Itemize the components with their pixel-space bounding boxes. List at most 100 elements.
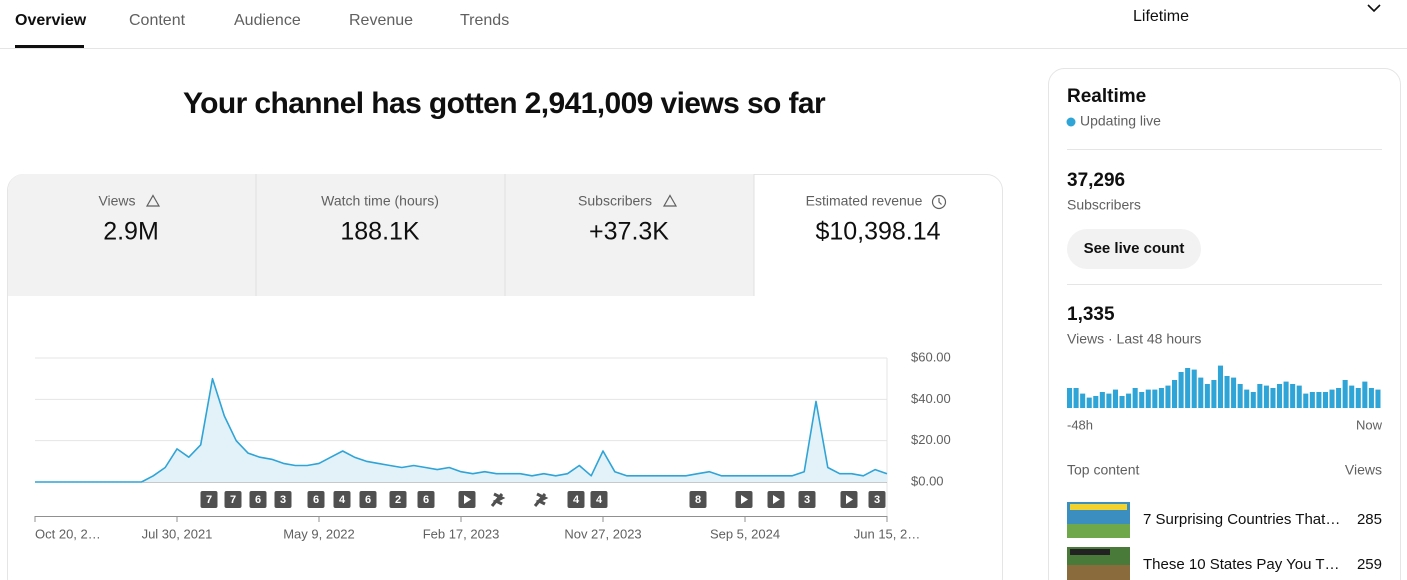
- metric-value[interactable]: 188.1K: [340, 218, 420, 246]
- upload-icons: [458, 491, 858, 508]
- bar: [1349, 385, 1355, 408]
- bar: [1080, 393, 1086, 408]
- content-views: 259: [1357, 556, 1382, 573]
- metric-value[interactable]: +37.3K: [589, 218, 669, 246]
- thumbnail-land: [1067, 524, 1130, 538]
- bar: [1198, 377, 1204, 408]
- bar: [1329, 389, 1335, 408]
- metric-label[interactable]: Watch time (hours): [321, 193, 439, 209]
- bar: [1316, 392, 1322, 408]
- y-tick-label: $40.00: [911, 391, 951, 406]
- bar: [1086, 397, 1092, 408]
- bar: [1132, 388, 1138, 408]
- bar: [1342, 380, 1348, 408]
- nav-tab[interactable]: Revenue: [349, 12, 413, 29]
- clock-icon: [931, 194, 947, 210]
- active-tab-underline: [15, 45, 84, 48]
- video-marker[interactable]: [274, 491, 292, 508]
- play-icon: [741, 495, 748, 504]
- video-marker-label: 6: [313, 494, 319, 506]
- video-marker-label: 6: [255, 494, 261, 506]
- video-marker[interactable]: [389, 491, 407, 508]
- video-marker[interactable]: [417, 491, 435, 508]
- video-marker[interactable]: [224, 491, 242, 508]
- video-marker-label: 3: [804, 494, 810, 506]
- play-icon: [464, 495, 471, 504]
- shorts-icon: [490, 492, 506, 507]
- bar: [1244, 389, 1250, 408]
- play-icon: [846, 495, 853, 504]
- views-count: 1,335: [1067, 304, 1115, 325]
- bar: [1073, 388, 1079, 408]
- video-marker-label: 3: [280, 494, 286, 506]
- x-tick-label: -48h: [1067, 417, 1093, 432]
- line: [35, 377, 888, 483]
- thumbnail-banner: [1070, 549, 1110, 555]
- live-status: Updating live: [1080, 113, 1161, 129]
- x-tick-label: Sep 5, 2024: [710, 526, 780, 541]
- bar: [1106, 393, 1112, 408]
- nav-tab[interactable]: Content: [129, 12, 186, 29]
- video-marker[interactable]: [249, 491, 267, 508]
- metric-value[interactable]: $10,398.14: [815, 218, 940, 246]
- y-tick-label: $20.00: [911, 432, 951, 447]
- subscriber-label: Subscribers: [1067, 197, 1141, 213]
- video-marker[interactable]: [689, 491, 707, 508]
- metric-label[interactable]: Views: [98, 193, 135, 209]
- bar: [1355, 388, 1361, 408]
- dropdown-chevron[interactable]: [1367, 4, 1381, 13]
- bar: [1185, 368, 1191, 408]
- thumbnail[interactable]: [1067, 547, 1130, 580]
- bar: [1296, 385, 1302, 408]
- bar: [1158, 388, 1164, 408]
- y-tick-label: $0.00: [911, 473, 944, 488]
- video-marker-label: 8: [695, 494, 701, 506]
- bar: [1290, 384, 1296, 408]
- x-tick-label: May 9, 2022: [283, 526, 355, 541]
- video-marker[interactable]: [868, 491, 886, 508]
- bar: [1165, 385, 1171, 408]
- content-title[interactable]: 7 Surprising Countries That…: [1143, 511, 1340, 528]
- subscriber-count: 37,296: [1067, 170, 1125, 191]
- video-marker[interactable]: [333, 491, 351, 508]
- video-marker-label: 7: [230, 494, 236, 506]
- date-range[interactable]: Lifetime: [1133, 8, 1189, 25]
- bar: [1178, 372, 1184, 408]
- live-count-button[interactable]: [1067, 229, 1201, 269]
- bar: [1204, 384, 1210, 408]
- realtime-card: [1048, 68, 1401, 580]
- bar: [1112, 389, 1118, 408]
- video-marker[interactable]: [590, 491, 608, 508]
- bar: [1099, 392, 1105, 408]
- metric-label[interactable]: Subscribers: [578, 193, 652, 209]
- top-content-title: Top content: [1067, 462, 1139, 478]
- bar: [1231, 377, 1237, 408]
- bar: [1119, 396, 1125, 408]
- video-marker[interactable]: [307, 491, 325, 508]
- video-marker[interactable]: [359, 491, 377, 508]
- video-marker[interactable]: [567, 491, 585, 508]
- video-marker[interactable]: [798, 491, 816, 508]
- live-count-button-label[interactable]: See live count: [1084, 240, 1185, 257]
- video-marker-label: 6: [365, 494, 371, 506]
- realtime-title: Realtime: [1067, 86, 1146, 107]
- play-icon: [773, 495, 780, 504]
- bar: [1336, 388, 1342, 408]
- nav-tab[interactable]: Audience: [234, 12, 301, 29]
- video-marker-label: 3: [874, 494, 880, 506]
- metric-value[interactable]: 2.9M: [103, 218, 159, 246]
- video-marker[interactable]: [200, 491, 218, 508]
- bar: [1283, 381, 1289, 408]
- metric-label[interactable]: Estimated revenue: [806, 193, 923, 209]
- video-marker-label: 4: [596, 494, 603, 506]
- nav-tab[interactable]: Trends: [460, 12, 509, 29]
- bar: [1375, 389, 1381, 408]
- thumbnail[interactable]: [1067, 502, 1130, 538]
- nav-tab[interactable]: Overview: [15, 12, 87, 29]
- bar: [1172, 380, 1178, 408]
- content-title[interactable]: These 10 States Pay You T…: [1143, 556, 1340, 573]
- bar: [1145, 389, 1151, 408]
- x-tick-label: Now: [1356, 417, 1383, 432]
- top-content-column: Views: [1345, 462, 1382, 478]
